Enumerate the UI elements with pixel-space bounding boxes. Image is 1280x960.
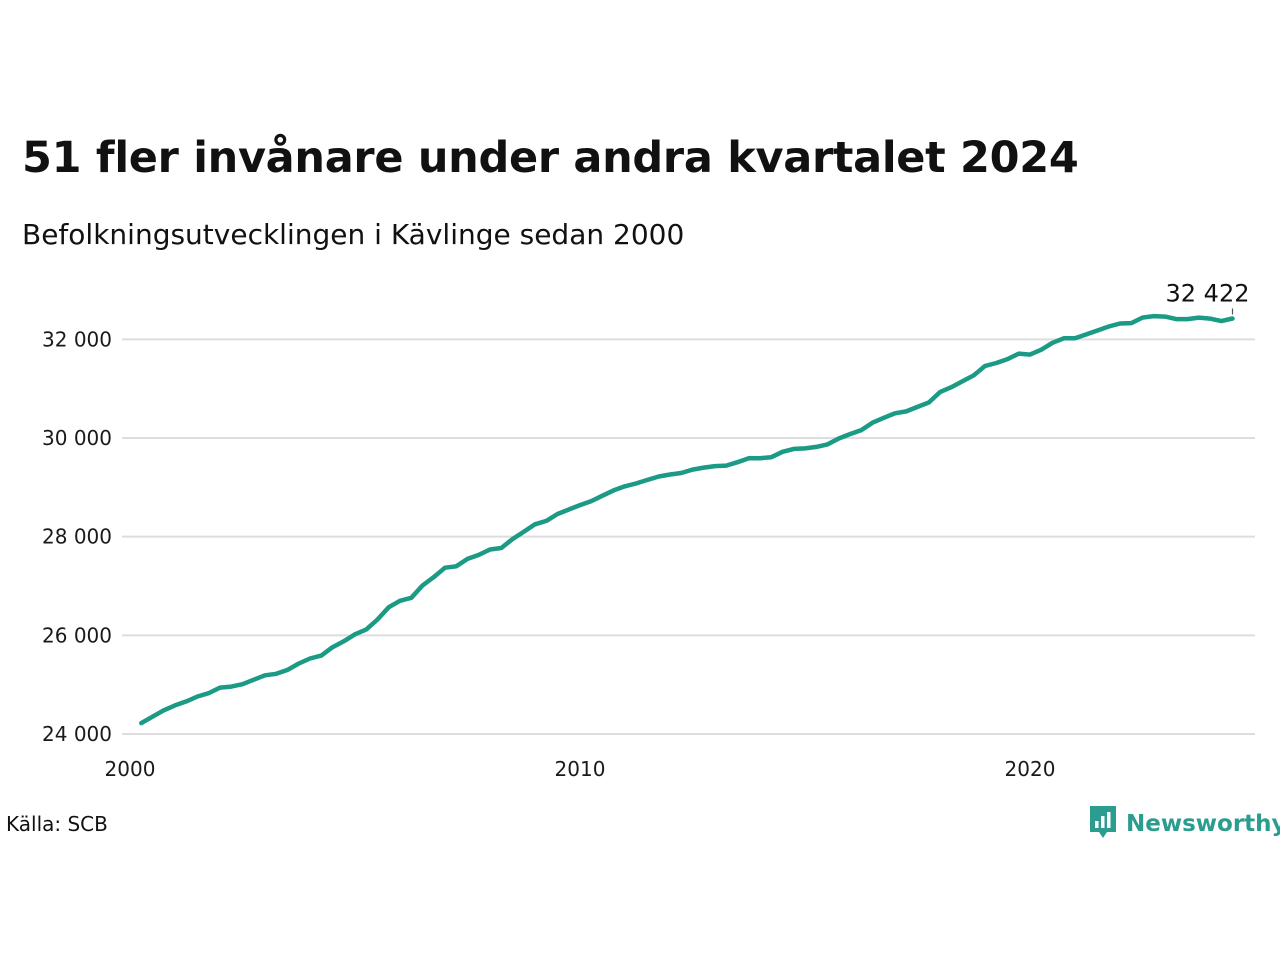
newsworthy-chart-icon bbox=[1088, 804, 1118, 844]
x-tick-label: 2000 bbox=[105, 757, 156, 781]
chart-title: 51 fler invånare under andra kvartalet 2… bbox=[22, 133, 1079, 183]
chart-subtitle: Befolkningsutvecklingen i Kävlinge sedan… bbox=[22, 218, 685, 251]
x-tick-label: 2010 bbox=[555, 757, 606, 781]
y-tick-label: 30 000 bbox=[42, 426, 112, 450]
y-tick-label: 26 000 bbox=[42, 623, 112, 647]
source-credit: Källa: SCB bbox=[6, 812, 108, 836]
end-value-label: 32 422 bbox=[1166, 280, 1250, 308]
grid-lines bbox=[122, 338, 1255, 735]
x-tick-label: 2020 bbox=[1005, 757, 1056, 781]
y-tick-label: 28 000 bbox=[42, 525, 112, 549]
brand-logo: Newsworthy bbox=[1088, 804, 1280, 844]
y-tick-label: 32 000 bbox=[42, 327, 112, 351]
y-axis: 24 000 26 000 28 000 30 000 32 000 bbox=[42, 327, 112, 746]
x-axis: 2000 2010 2020 bbox=[105, 757, 1056, 781]
brand-name: Newsworthy bbox=[1126, 811, 1280, 837]
series-line bbox=[139, 313, 1235, 726]
series-layer: 32 422 bbox=[139, 280, 1250, 726]
y-tick-label: 24 000 bbox=[42, 722, 112, 746]
